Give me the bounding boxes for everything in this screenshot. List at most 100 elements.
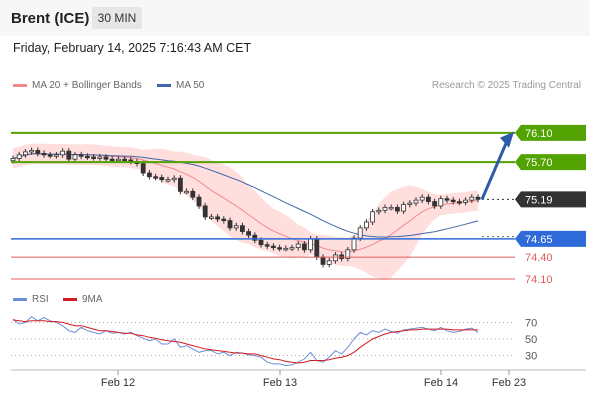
candle-body xyxy=(78,154,84,157)
axis-label: Feb 13 xyxy=(263,377,297,389)
candle-body xyxy=(72,154,78,160)
level-label-76.10: 76.10 xyxy=(525,128,553,140)
datetime-label: Friday, February 14, 2025 7:16:43 AM CET xyxy=(13,41,252,55)
forecast-arrow-head xyxy=(500,131,514,148)
bollinger-band xyxy=(13,143,478,281)
level-label-74.10: 74.10 xyxy=(525,274,553,286)
candle-body xyxy=(10,158,16,162)
axis-label: Feb 14 xyxy=(424,377,458,389)
candle-body xyxy=(153,176,159,179)
candle-body xyxy=(227,220,233,229)
timeframe-button[interactable]: 30 MIN xyxy=(92,7,142,29)
candle-body xyxy=(171,177,177,181)
legend-ma50: MA 50 xyxy=(157,80,204,91)
legend-ma20-label: MA 20 + Bollinger Bands xyxy=(32,80,142,91)
candle-body xyxy=(264,244,270,247)
level-tag-76.10 xyxy=(515,124,586,141)
candle-body xyxy=(116,158,121,162)
candle-body xyxy=(35,150,41,154)
candle-body xyxy=(66,150,72,160)
candle-body xyxy=(190,190,196,198)
candle-body xyxy=(469,196,475,201)
level-label-74.65: 74.65 xyxy=(525,234,553,246)
candle-body xyxy=(308,238,314,251)
credit-label: Research © 2025 Trading Central xyxy=(431,80,581,91)
candle-body xyxy=(332,254,338,262)
candle-body xyxy=(103,156,109,160)
rsi-tick-70: 70 xyxy=(525,317,537,329)
candle-body xyxy=(239,225,245,232)
candle-body xyxy=(270,245,276,249)
candle-body xyxy=(463,199,469,203)
candle-body xyxy=(146,172,152,178)
level-tag-75.70 xyxy=(515,154,586,171)
rsi-line xyxy=(12,315,479,367)
candle-body xyxy=(444,198,450,201)
candle-body xyxy=(233,225,239,229)
candle-body xyxy=(159,177,165,181)
candle-body xyxy=(165,179,171,182)
legend-rsi-label: RSI xyxy=(32,294,49,305)
level-label-75.70: 75.70 xyxy=(525,157,553,169)
candle-body xyxy=(196,196,202,207)
candle-body xyxy=(351,237,357,251)
candle-body xyxy=(357,227,363,239)
level-label-75.19: 75.19 xyxy=(525,194,553,206)
candle-body xyxy=(221,218,227,222)
legend-rsi-ma-label: 9MA xyxy=(82,294,103,305)
candle-body xyxy=(177,177,183,192)
rsi-ma-swatch xyxy=(63,297,77,301)
candle-body xyxy=(85,155,90,159)
candle-body xyxy=(140,163,146,174)
candle-body xyxy=(246,231,252,236)
candle-body xyxy=(314,238,320,258)
candle-body xyxy=(22,151,28,156)
symbol-title: Brent (ICE) xyxy=(11,10,90,27)
candle-body xyxy=(438,198,444,207)
candle-body xyxy=(345,249,351,259)
legend-rsi: RSI xyxy=(13,294,49,305)
candle-body xyxy=(419,196,425,201)
candle-body xyxy=(252,234,258,241)
axis-label: Feb 12 xyxy=(101,377,135,389)
candle-body xyxy=(295,243,301,249)
rsi-swatch xyxy=(13,297,27,301)
rsi-panel: 30 50 70 xyxy=(11,315,537,367)
candle-body xyxy=(394,207,400,212)
candle-body xyxy=(60,150,65,156)
candle-body xyxy=(215,216,221,220)
candle-body xyxy=(202,205,208,218)
axis-label: Feb 23 xyxy=(492,377,526,389)
rsi-tick-30: 30 xyxy=(525,351,537,363)
candle-body xyxy=(258,239,264,246)
candle-body xyxy=(450,199,456,203)
candle-body xyxy=(407,202,413,205)
candle-body xyxy=(47,154,53,157)
candle-body xyxy=(16,154,22,159)
candle-body xyxy=(54,154,59,157)
candle-body xyxy=(388,207,394,210)
ma50-swatch xyxy=(157,83,171,87)
price-panel: 76.10 75.70 75.19 74.65 74.40 74.10 xyxy=(10,124,586,286)
ma20-swatch xyxy=(13,83,27,87)
candle-body xyxy=(363,221,369,229)
candle-body xyxy=(425,196,431,202)
candle-body xyxy=(326,260,332,265)
ma50-line xyxy=(12,153,479,238)
candle-body xyxy=(283,247,289,251)
candle-body xyxy=(301,243,307,251)
level-tag-74.65 xyxy=(515,230,586,247)
candle-body xyxy=(432,201,438,207)
candle-body xyxy=(97,156,103,159)
forecast-arrow-shaft xyxy=(480,138,510,200)
rsi-ma-line xyxy=(12,319,478,364)
candle-body xyxy=(208,216,214,219)
candle-body xyxy=(456,201,462,204)
candle-body xyxy=(277,247,283,250)
legend-ma50-label: MA 50 xyxy=(176,80,205,91)
candle-body xyxy=(29,150,35,153)
candle-body xyxy=(289,247,295,250)
candle-body xyxy=(370,211,376,223)
rsi-tick-50: 50 xyxy=(525,334,537,346)
